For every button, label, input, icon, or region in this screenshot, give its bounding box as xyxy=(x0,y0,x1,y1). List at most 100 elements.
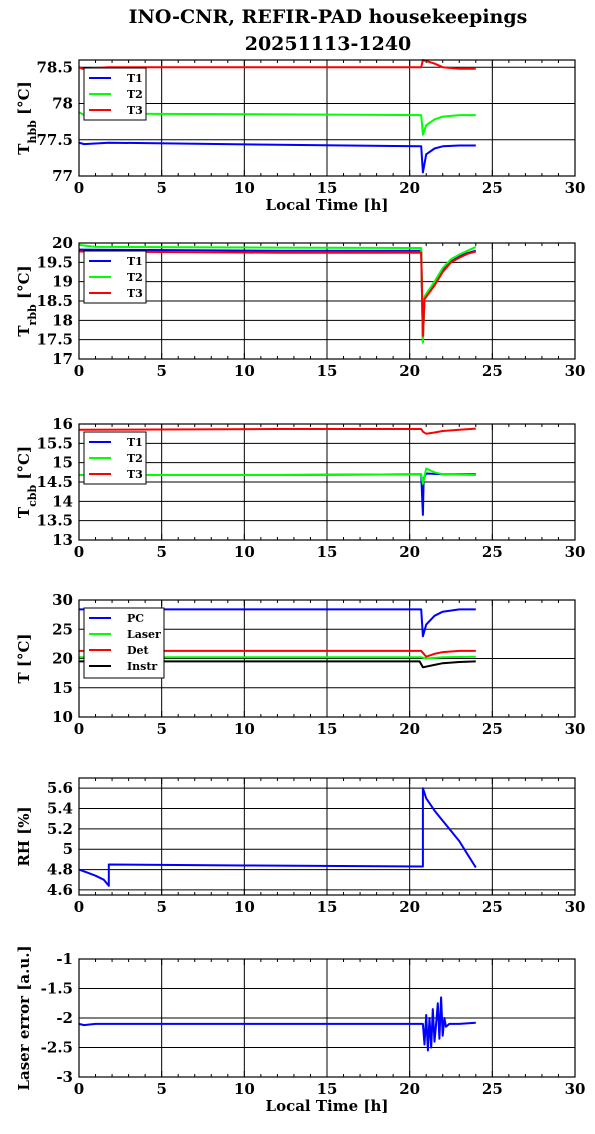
y-axis-label: Thbb [°C] xyxy=(15,81,39,154)
series-line-2 xyxy=(79,467,476,485)
y-tick-label: -1.5 xyxy=(41,980,73,998)
chart-panel-5: 0 5 10 15 20 25 30 4.6 4.8 5 5.2 5.4 5.6 RH [%] xyxy=(15,777,586,916)
series-line-4 xyxy=(79,660,476,669)
x-tick-label: 15 xyxy=(317,179,338,197)
y-tick-label: 10 xyxy=(52,708,73,726)
x-tick-label: 20 xyxy=(399,1080,420,1098)
x-tick-label: 5 xyxy=(156,1080,166,1098)
x-tick-label: 10 xyxy=(234,543,255,561)
series-line-2 xyxy=(78,243,477,344)
plot-frame xyxy=(78,59,576,177)
series-line-3 xyxy=(78,427,476,435)
x-tick-label: 5 xyxy=(156,543,166,561)
y-tick-label: 4.8 xyxy=(47,861,73,879)
plot-frame xyxy=(78,599,576,718)
series-line-1 xyxy=(78,787,477,887)
series-line-3 xyxy=(79,649,476,658)
plot-frame xyxy=(78,958,576,1078)
x-tick-label: 0 xyxy=(74,362,84,380)
y-axis-label: Tcbb [°C] xyxy=(15,446,39,518)
y-tick-label: 18.5 xyxy=(36,292,73,310)
y-tick-label: 16 xyxy=(52,415,73,433)
legend-label: PC xyxy=(127,612,144,625)
chart-panels: 0 5 10 15 20 25 30 77 77.5 78 78.5 Thbb [°C] Local T… xyxy=(15,58,585,1115)
y-tick-label: 15 xyxy=(52,454,73,472)
chart-panel-1: 0 5 10 15 20 25 30 77 77.5 78 78.5 Thbb [°C] Local T… xyxy=(15,58,585,214)
legend-label: Instr xyxy=(127,660,157,673)
legend-label: T2 xyxy=(127,271,143,284)
x-tick-label: 30 xyxy=(565,898,586,916)
y-tick-label: 4.6 xyxy=(47,881,73,899)
series-line-1 xyxy=(79,608,476,638)
x-tick-label: 5 xyxy=(156,898,166,916)
legend-label: T3 xyxy=(127,104,143,117)
legend-label: T3 xyxy=(127,468,143,481)
x-tick-label: 10 xyxy=(234,179,255,197)
y-tick-label: -2.5 xyxy=(41,1039,73,1057)
y-tick-label: 25 xyxy=(52,620,73,638)
x-tick-label: 25 xyxy=(482,179,503,197)
y-tick-label: 77 xyxy=(52,167,73,185)
x-tick-label: 15 xyxy=(317,1080,338,1098)
x-tick-label: 5 xyxy=(156,720,166,738)
x-axis-label: Local Time [h] xyxy=(266,1097,389,1115)
x-axis-label: Local Time [h] xyxy=(266,196,389,214)
x-tick-label: 15 xyxy=(317,362,338,380)
x-tick-label: 10 xyxy=(234,898,255,916)
x-tick-label: 0 xyxy=(74,898,84,916)
x-tick-label: 5 xyxy=(156,179,166,197)
x-tick-label: 25 xyxy=(482,362,503,380)
chart-panel-6: 0 5 10 15 20 25 30 -3 -2.5 -2 -1.5 -1 Laser error [a… xyxy=(15,945,585,1115)
x-tick-label: 10 xyxy=(234,362,255,380)
x-tick-label: 0 xyxy=(74,720,84,738)
series-line-2 xyxy=(79,655,476,660)
y-tick-label: 14 xyxy=(52,492,73,510)
legend-label: Det xyxy=(127,644,150,657)
y-tick-label: 77.5 xyxy=(36,131,73,149)
x-tick-label: 0 xyxy=(74,543,84,561)
x-tick-label: 25 xyxy=(482,1080,503,1098)
figure-title-line2: 20251113-1240 xyxy=(245,33,412,55)
y-tick-label: 5.4 xyxy=(47,800,73,818)
x-tick-label: 30 xyxy=(565,543,586,561)
y-tick-label: 14.5 xyxy=(36,473,73,491)
figure-title-line1: INO-CNR, REFIR-PAD housekeepings xyxy=(129,6,528,28)
x-tick-label: 10 xyxy=(234,720,255,738)
x-tick-label: 20 xyxy=(399,543,420,561)
x-tick-label: 5 xyxy=(156,362,166,380)
series-line-1 xyxy=(78,996,476,1052)
legend-label: T1 xyxy=(127,72,143,85)
y-tick-label: 15.5 xyxy=(36,434,73,452)
y-tick-label: 15 xyxy=(52,679,73,697)
y-tick-label: 13 xyxy=(52,531,73,549)
x-tick-label: 0 xyxy=(74,179,84,197)
y-tick-label: 30 xyxy=(52,591,73,609)
y-tick-label: 13.5 xyxy=(36,512,73,530)
y-axis-label: RH [%] xyxy=(15,806,33,866)
y-tick-label: -1 xyxy=(56,950,73,968)
x-tick-label: 15 xyxy=(317,898,338,916)
x-tick-label: 15 xyxy=(317,720,338,738)
y-tick-label: 19 xyxy=(52,273,73,291)
x-tick-label: 0 xyxy=(74,1080,84,1098)
x-tick-label: 30 xyxy=(565,720,586,738)
chart-panel-4: 0 5 10 15 20 25 30 10 15 20 25 30 T [°C] PC Laser Det In… xyxy=(15,591,585,738)
y-axis-label: Trbb [°C] xyxy=(15,265,39,336)
legend-label: T3 xyxy=(127,287,143,300)
x-tick-label: 15 xyxy=(317,543,338,561)
x-tick-label: 20 xyxy=(399,179,420,197)
x-tick-label: 25 xyxy=(482,720,503,738)
series-line-3 xyxy=(78,250,477,337)
x-tick-label: 30 xyxy=(565,362,586,380)
legend-label: T2 xyxy=(127,88,143,101)
x-tick-label: 10 xyxy=(234,1080,255,1098)
y-tick-label: 78.5 xyxy=(36,58,73,76)
x-tick-label: 25 xyxy=(482,898,503,916)
y-tick-label: -3 xyxy=(56,1068,73,1086)
x-tick-label: 20 xyxy=(399,898,420,916)
y-tick-label: 17.5 xyxy=(36,331,73,349)
y-tick-label: 19.5 xyxy=(36,253,73,271)
plot-frame xyxy=(78,242,576,360)
